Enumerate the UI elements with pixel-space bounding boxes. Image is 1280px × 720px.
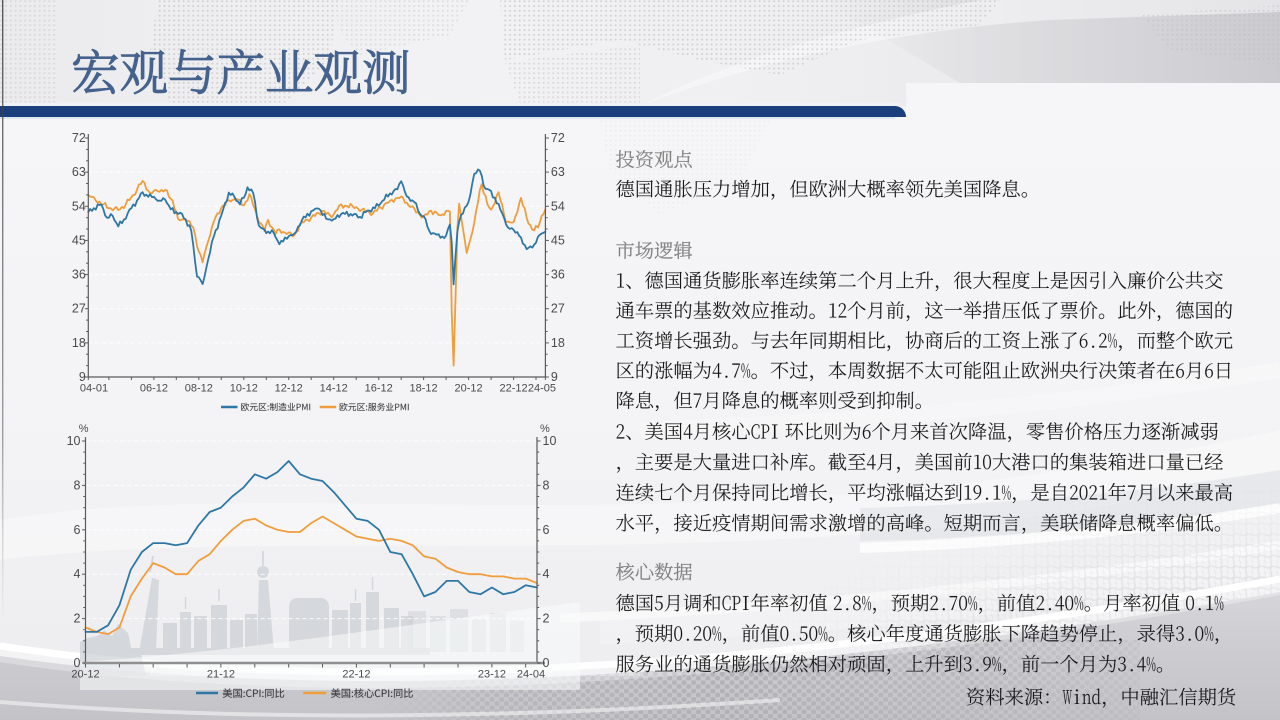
svg-text:10-12: 10-12 <box>230 383 258 395</box>
svg-text:36: 36 <box>72 268 86 282</box>
svg-text:45: 45 <box>551 233 565 247</box>
svg-text:6: 6 <box>74 523 81 537</box>
svg-text:2: 2 <box>74 612 81 626</box>
svg-text:10: 10 <box>67 434 81 448</box>
svg-text:22-12: 22-12 <box>500 383 528 395</box>
svg-text:20-12: 20-12 <box>71 669 99 681</box>
svg-text:18-12: 18-12 <box>410 383 438 395</box>
svg-text:54: 54 <box>72 199 86 213</box>
svg-text:12-12: 12-12 <box>275 383 303 395</box>
svg-text:14-12: 14-12 <box>320 383 348 395</box>
svg-text:6: 6 <box>543 523 550 537</box>
svg-text:06-12: 06-12 <box>140 383 168 395</box>
svg-text:72: 72 <box>551 131 565 145</box>
svg-text:27: 27 <box>551 302 565 316</box>
svg-text:18: 18 <box>551 336 565 350</box>
svg-text:24-04: 24-04 <box>517 669 545 681</box>
svg-text:9: 9 <box>79 370 86 384</box>
svg-text:04-01: 04-01 <box>80 383 108 395</box>
svg-text:45: 45 <box>72 233 86 247</box>
svg-text:18: 18 <box>72 336 86 350</box>
svg-text:16-12: 16-12 <box>365 383 393 395</box>
svg-text:54: 54 <box>551 199 565 213</box>
svg-text:27: 27 <box>72 302 86 316</box>
svg-text:36: 36 <box>551 268 565 282</box>
svg-text:22-12: 22-12 <box>342 669 370 681</box>
svg-text:0: 0 <box>543 656 550 670</box>
svg-text:20-12: 20-12 <box>455 383 483 395</box>
svg-text:2: 2 <box>543 612 550 626</box>
svg-text:08-12: 08-12 <box>185 383 213 395</box>
svg-text:63: 63 <box>551 165 565 179</box>
svg-text:63: 63 <box>72 165 86 179</box>
svg-text:21-12: 21-12 <box>207 669 235 681</box>
svg-text:9: 9 <box>551 370 558 384</box>
svg-text:8: 8 <box>74 478 81 492</box>
svg-text:0: 0 <box>74 656 81 670</box>
svg-text:10: 10 <box>543 434 557 448</box>
svg-text:4: 4 <box>543 567 550 581</box>
svg-text:%: % <box>79 423 89 435</box>
svg-text:4: 4 <box>74 567 81 581</box>
svg-text:8: 8 <box>543 478 550 492</box>
svg-text:%: % <box>540 423 550 435</box>
svg-text:23-12: 23-12 <box>478 669 506 681</box>
svg-text:24-05: 24-05 <box>528 383 556 395</box>
svg-text:72: 72 <box>72 131 86 145</box>
